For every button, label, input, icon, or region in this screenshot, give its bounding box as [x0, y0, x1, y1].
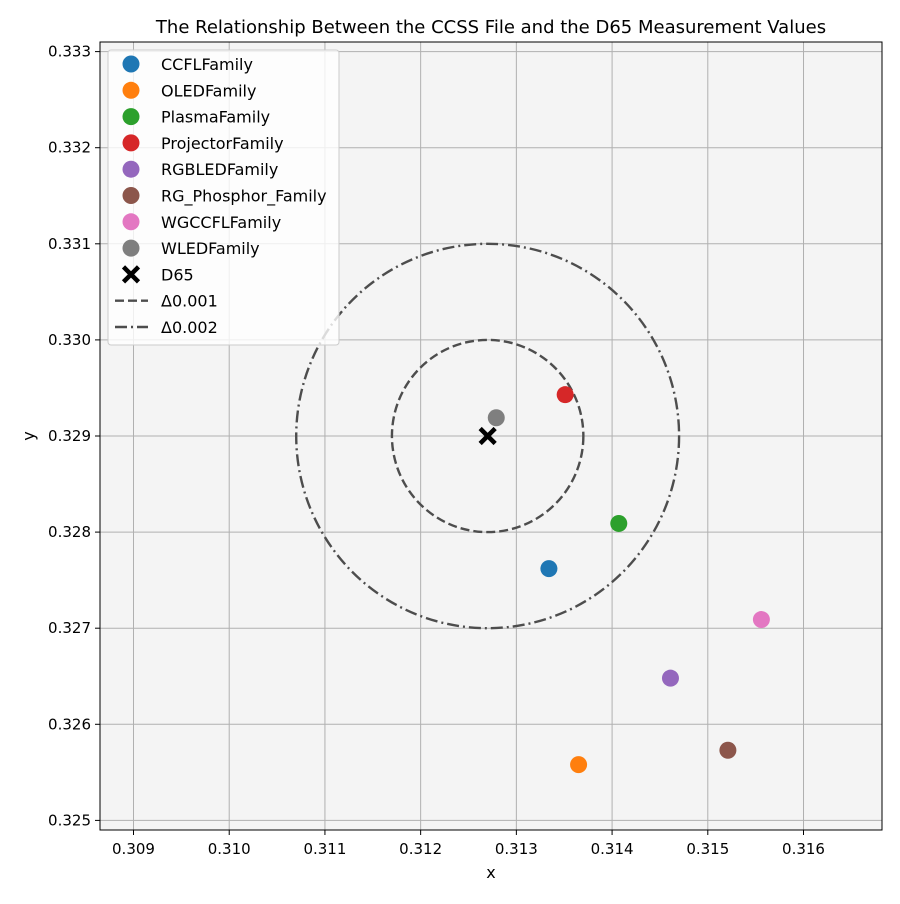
- legend-box: [107, 49, 340, 346]
- point-RGBLEDFamily: [661, 669, 679, 687]
- y-tick-label: 0.328: [48, 523, 91, 541]
- x-axis-label: x: [486, 863, 495, 882]
- y-tick-label: 0.330: [48, 331, 91, 349]
- y-tick-label: 0.332: [48, 139, 91, 157]
- y-tick-label: 0.331: [48, 235, 91, 253]
- circle-Δ0.002: [295, 242, 681, 630]
- y-tick-label: 0.329: [48, 427, 91, 445]
- axis-ticks: 0.309 0.310 0.311 0.312 0.313 0.314 0.315 0.316…: [48, 43, 825, 858]
- circle-Δ0.001: [390, 338, 585, 534]
- d65-marker: [478, 426, 497, 446]
- tolerance-circles: [295, 242, 681, 630]
- point-OLEDFamily: [570, 756, 588, 774]
- point-PlasmaFamily: [610, 514, 628, 532]
- point-ProjectorFamily: [556, 386, 574, 404]
- point-WLEDFamily: [487, 409, 505, 427]
- x-tick-label: 0.313: [495, 840, 538, 858]
- point-RG_Phosphor_Family: [719, 741, 737, 759]
- legend: CCFLFamily OLEDFamily PlasmaFamily Projecto…: [107, 49, 340, 346]
- y-tick-label: 0.333: [48, 43, 91, 61]
- x-tick-label: 0.310: [208, 840, 251, 858]
- x-tick-label: 0.312: [399, 840, 442, 858]
- legend-marker-d65: [121, 265, 141, 284]
- y-tick-label: 0.327: [48, 619, 91, 637]
- legend-marker-WLEDFamily: [122, 239, 140, 257]
- legend-marker-WGCCFLFamily: [122, 213, 140, 231]
- legend-marker-RGBLEDFamily: [122, 160, 140, 178]
- legend-label-circle-1: Δ0.002: [161, 318, 218, 337]
- legend-marker-OLEDFamily: [122, 81, 140, 99]
- legend-label-WGCCFLFamily: WGCCFLFamily: [161, 213, 281, 232]
- x-tick-label: 0.314: [591, 840, 634, 858]
- x-tick-label: 0.316: [782, 840, 825, 858]
- legend-marker-PlasmaFamily: [122, 108, 140, 126]
- y-tick-label: 0.326: [48, 715, 91, 733]
- legend-label-PlasmaFamily: PlasmaFamily: [161, 108, 270, 127]
- legend-label-WLEDFamily: WLEDFamily: [161, 239, 260, 258]
- chart-title: The Relationship Between the CCSS File a…: [155, 17, 826, 38]
- legend-label-RG_Phosphor_Family: RG_Phosphor_Family: [161, 187, 327, 207]
- legend-marker-RG_Phosphor_Family: [122, 187, 140, 204]
- legend-marker-ProjectorFamily: [122, 134, 140, 152]
- legend-label-circle-0: Δ0.001: [161, 292, 218, 311]
- x-tick-label: 0.309: [112, 840, 155, 858]
- y-tick-label: 0.325: [48, 811, 91, 829]
- point-CCFLFamily: [540, 560, 558, 578]
- point-WGCCFLFamily: [752, 611, 770, 629]
- legend-marker-CCFLFamily: [122, 55, 140, 73]
- legend-label-OLEDFamily: OLEDFamily: [161, 81, 256, 100]
- legend-label-RGBLEDFamily: RGBLEDFamily: [161, 160, 278, 179]
- legend-label-ProjectorFamily: ProjectorFamily: [161, 134, 284, 153]
- data-points: [478, 386, 770, 774]
- x-tick-label: 0.315: [686, 840, 729, 858]
- d65-marker-stroke: [478, 426, 497, 446]
- legend-label-CCFLFamily: CCFLFamily: [161, 55, 253, 74]
- legend-label-d65: D65: [161, 265, 194, 284]
- y-axis-label: y: [19, 431, 38, 440]
- x-tick-label: 0.311: [303, 840, 346, 858]
